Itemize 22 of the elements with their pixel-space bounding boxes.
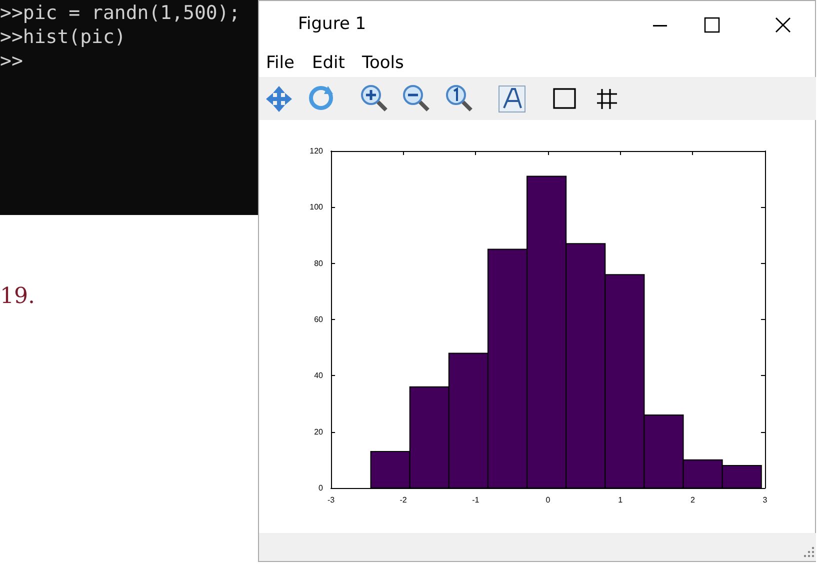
x-tick-label: 0 <box>546 496 551 504</box>
y-tick-label: 40 <box>314 371 324 380</box>
text: 19. <box>0 284 35 309</box>
text: Tools <box>362 53 404 73</box>
y-tick-label: 0 <box>318 484 324 492</box>
y-tick-label: 60 <box>314 315 324 324</box>
text: Edit <box>312 53 345 73</box>
caption: Figure 1 <box>298 14 366 34</box>
text: >> <box>0 50 23 72</box>
y-tick-label: 100 <box>310 202 324 212</box>
text: >>pic = randn(1,500); <box>0 2 240 24</box>
x-tick-label: 1 <box>618 496 624 504</box>
x-tick-label: -1 <box>472 496 480 504</box>
x-tick-label: -3 <box>327 496 336 504</box>
x-tick-label: 2 <box>690 496 696 504</box>
y-tick-label: 20 <box>314 427 324 436</box>
x-tick-label: 3 <box>762 496 768 504</box>
text: File <box>266 53 294 73</box>
y-tick-label: 80 <box>314 258 324 268</box>
y-tick-label: 120 <box>310 146 324 156</box>
x-tick-label: -2 <box>400 496 408 504</box>
text: >>hist(pic) <box>0 26 126 48</box>
